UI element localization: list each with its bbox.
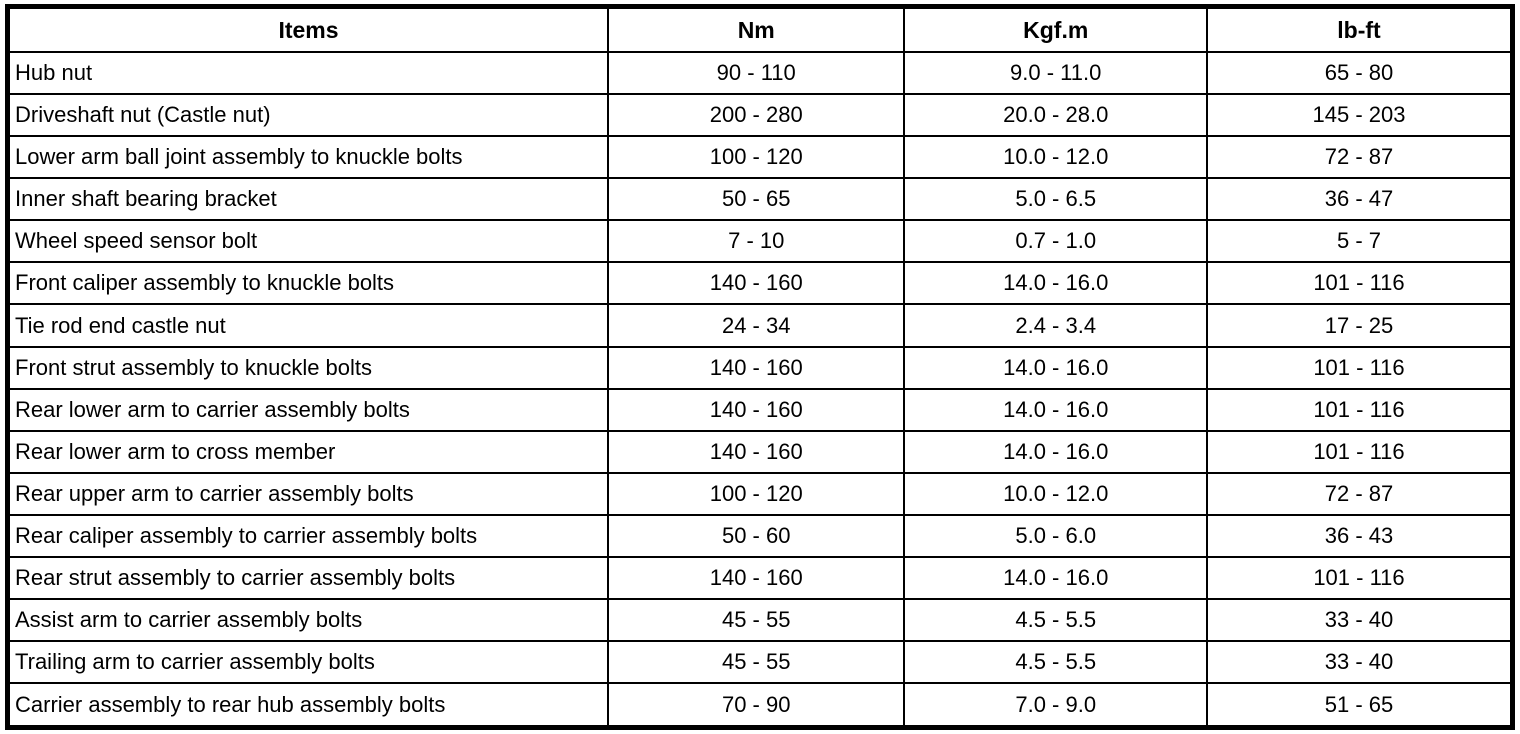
table-row: Tie rod end castle nut 24 - 34 2.4 - 3.4 17… xyxy=(6,303,1514,348)
cell-kgfm: 14.0 - 16.0 xyxy=(903,261,1208,306)
cell-kgfm: 14.0 - 16.0 xyxy=(903,555,1208,601)
cell-item: Front strut assembly to knuckle bolts xyxy=(6,345,609,390)
cell-kgfm: 2.4 - 3.4 xyxy=(903,303,1208,348)
table-row: Driveshaft nut (Castle nut) 200 - 280 20.0… xyxy=(6,93,1514,138)
cell-nm: 200 - 280 xyxy=(606,93,906,138)
table-row: Front strut assembly to knuckle bolts 140… xyxy=(6,345,1514,390)
cell-lbft: 101 - 116 xyxy=(1205,555,1514,601)
cell-kgfm: 14.0 - 16.0 xyxy=(903,429,1208,474)
table-row: Wheel speed sensor bolt 7 - 10 0.7 - 1.0 5 … xyxy=(6,219,1514,264)
cell-kgfm: 0.7 - 1.0 xyxy=(903,219,1208,264)
cell-lbft: 17 - 25 xyxy=(1205,303,1514,348)
cell-kgfm: 10.0 - 12.0 xyxy=(903,135,1208,180)
cell-item: Rear strut assembly to carrier assembly … xyxy=(6,555,609,601)
cell-kgfm: 4.5 - 5.5 xyxy=(903,640,1208,685)
column-header-items: Items xyxy=(6,5,609,53)
cell-kgfm: 14.0 - 16.0 xyxy=(903,387,1208,432)
cell-nm: 140 - 160 xyxy=(606,429,906,474)
cell-item: Front caliper assembly to knuckle bolts xyxy=(6,261,609,306)
cell-nm: 50 - 65 xyxy=(606,177,906,222)
column-header-lbft: lb-ft xyxy=(1205,5,1514,53)
cell-item: Inner shaft bearing bracket xyxy=(6,177,609,222)
cell-item: Rear caliper assembly to carrier assembl… xyxy=(6,513,609,558)
cell-nm: 140 - 160 xyxy=(606,261,906,306)
cell-nm: 7 - 10 xyxy=(606,219,906,264)
cell-lbft: 101 - 116 xyxy=(1205,261,1514,306)
cell-item: Rear lower arm to carrier assembly bolts xyxy=(6,387,609,432)
cell-lbft: 101 - 116 xyxy=(1205,345,1514,390)
cell-nm: 50 - 60 xyxy=(606,513,906,558)
cell-kgfm: 5.0 - 6.5 xyxy=(903,177,1208,222)
cell-lbft: 145 - 203 xyxy=(1205,93,1514,138)
table-row: Front caliper assembly to knuckle bolts 1… xyxy=(6,261,1514,306)
table-row: Rear strut assembly to carrier assembly … xyxy=(6,555,1514,601)
cell-lbft: 36 - 43 xyxy=(1205,513,1514,558)
cell-kgfm: 7.0 - 9.0 xyxy=(903,682,1208,729)
cell-kgfm: 14.0 - 16.0 xyxy=(903,345,1208,390)
cell-nm: 140 - 160 xyxy=(606,345,906,390)
cell-item: Lower arm ball joint assembly to knuckle… xyxy=(6,135,609,180)
cell-nm: 100 - 120 xyxy=(606,135,906,180)
cell-lbft: 5 - 7 xyxy=(1205,219,1514,264)
cell-lbft: 101 - 116 xyxy=(1205,429,1514,474)
table-row: Carrier assembly to rear hub assembly bo… xyxy=(6,682,1514,729)
cell-nm: 45 - 55 xyxy=(606,598,906,643)
cell-lbft: 33 - 40 xyxy=(1205,598,1514,643)
cell-nm: 140 - 160 xyxy=(606,555,906,601)
table-row: Hub nut 90 - 110 9.0 - 11.0 65 - 80 xyxy=(6,50,1514,96)
torque-spec-table: Items Nm Kgf.m lb-ft Hub nut 90 - 110 9.0 … xyxy=(5,4,1515,730)
table-row: Inner shaft bearing bracket 50 - 65 5.0 - … xyxy=(6,177,1514,222)
cell-nm: 100 - 120 xyxy=(606,471,906,516)
cell-item: Trailing arm to carrier assembly bolts xyxy=(6,640,609,685)
column-header-nm: Nm xyxy=(606,5,906,53)
cell-lbft: 101 - 116 xyxy=(1205,387,1514,432)
table-row: Rear upper arm to carrier assembly bolts… xyxy=(6,471,1514,516)
table-row: Rear lower arm to cross member 140 - 160 1… xyxy=(6,429,1514,474)
torque-table-body: Hub nut 90 - 110 9.0 - 11.0 65 - 80 Drivesha… xyxy=(6,50,1514,729)
cell-item: Hub nut xyxy=(6,50,609,96)
table-row: Trailing arm to carrier assembly bolts 45… xyxy=(6,640,1514,685)
cell-kgfm: 5.0 - 6.0 xyxy=(903,513,1208,558)
cell-item: Driveshaft nut (Castle nut) xyxy=(6,93,609,138)
table-header: Items Nm Kgf.m lb-ft xyxy=(6,5,1514,53)
cell-lbft: 36 - 47 xyxy=(1205,177,1514,222)
header-row: Items Nm Kgf.m lb-ft xyxy=(6,5,1514,53)
table-row: Lower arm ball joint assembly to knuckle… xyxy=(6,135,1514,180)
cell-kgfm: 4.5 - 5.5 xyxy=(903,598,1208,643)
cell-item: Carrier assembly to rear hub assembly bo… xyxy=(6,682,609,729)
table-row: Rear caliper assembly to carrier assembl… xyxy=(6,513,1514,558)
cell-nm: 70 - 90 xyxy=(606,682,906,729)
cell-lbft: 72 - 87 xyxy=(1205,135,1514,180)
cell-kgfm: 9.0 - 11.0 xyxy=(903,50,1208,96)
cell-lbft: 51 - 65 xyxy=(1205,682,1514,729)
cell-kgfm: 20.0 - 28.0 xyxy=(903,93,1208,138)
cell-item: Rear lower arm to cross member xyxy=(6,429,609,474)
column-header-kgfm: Kgf.m xyxy=(903,5,1208,53)
cell-item: Wheel speed sensor bolt xyxy=(6,219,609,264)
cell-lbft: 65 - 80 xyxy=(1205,50,1514,96)
cell-nm: 90 - 110 xyxy=(606,50,906,96)
cell-nm: 24 - 34 xyxy=(606,303,906,348)
cell-item: Rear upper arm to carrier assembly bolts xyxy=(6,471,609,516)
cell-nm: 45 - 55 xyxy=(606,640,906,685)
cell-kgfm: 10.0 - 12.0 xyxy=(903,471,1208,516)
cell-lbft: 33 - 40 xyxy=(1205,640,1514,685)
table-row: Rear lower arm to carrier assembly bolts… xyxy=(6,387,1514,432)
cell-lbft: 72 - 87 xyxy=(1205,471,1514,516)
cell-item: Tie rod end castle nut xyxy=(6,303,609,348)
cell-nm: 140 - 160 xyxy=(606,387,906,432)
table-row: Assist arm to carrier assembly bolts 45 -… xyxy=(6,598,1514,643)
cell-item: Assist arm to carrier assembly bolts xyxy=(6,598,609,643)
